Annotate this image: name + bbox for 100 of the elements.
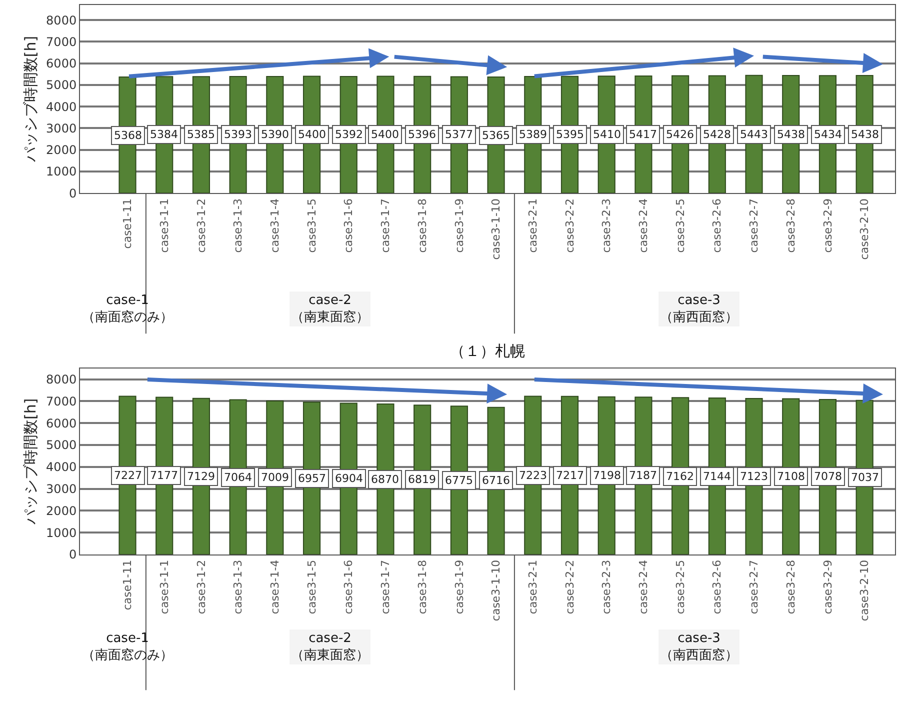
data-label: 5443: [740, 128, 768, 141]
y-tick-label: 5000: [46, 438, 77, 452]
y-tick-label: 0: [68, 186, 77, 200]
data-label: 5395: [556, 128, 584, 141]
data-label: 6870: [371, 473, 399, 486]
y-tick-label: 8000: [46, 372, 77, 386]
data-label: 5396: [408, 128, 436, 141]
x-tick-label: case3-1-10: [490, 560, 503, 622]
data-label: 5389: [519, 128, 547, 141]
x-tick-label: case3-1-8: [416, 198, 429, 253]
x-tick-label: case3-1-7: [379, 198, 392, 253]
x-tick-label: case3-1-5: [305, 198, 318, 253]
data-label: 5434: [814, 128, 842, 141]
x-tick-label: case3-1-4: [268, 198, 282, 253]
data-label: 5368: [114, 129, 142, 142]
x-tick-label: case3-2-7: [748, 198, 761, 253]
text: （１）札幌: [450, 342, 525, 360]
text: case-3 （南西面窓）: [660, 631, 738, 663]
data-label: 5384: [150, 128, 178, 141]
data-label: 6819: [408, 473, 436, 486]
data-label: 5377: [445, 128, 473, 141]
text: case-2 （南東面窓）: [291, 293, 369, 325]
x-tick-label: case3-2-3: [600, 560, 614, 614]
data-label: 5392: [335, 128, 363, 141]
data-label: 7177: [150, 469, 178, 482]
data-label: 5438: [777, 128, 805, 141]
x-tick-label: case3-1-4: [268, 560, 282, 614]
x-tick-label: case3-1-3: [232, 560, 245, 614]
y-axis-title: パッシブ時間数[h]: [21, 36, 40, 164]
x-tick-label: case1-11: [121, 198, 134, 249]
y-tick-label: 6000: [46, 56, 77, 71]
data-label: 7123: [740, 470, 768, 483]
data-label: 7144: [703, 470, 731, 483]
x-tick-label: case3-1-1: [158, 198, 171, 253]
data-label: 7037: [851, 471, 879, 484]
data-label: 6716: [482, 474, 510, 487]
x-tick-label: case3-2-6: [710, 560, 724, 614]
data-label: 7198: [593, 469, 621, 482]
data-label: 5410: [593, 128, 621, 141]
data-label: 5400: [371, 128, 399, 141]
x-tick-label: case3-2-8: [784, 560, 798, 614]
x-tick-label: case3-1-6: [342, 560, 356, 614]
x-tick-label: case3-1-9: [452, 560, 466, 614]
y-tick-label: 3000: [46, 121, 77, 136]
data-label: 5390: [261, 128, 289, 141]
y-axis-title: パッシブ時間数[h]: [21, 398, 40, 526]
text: case-3 （南西面窓）: [660, 293, 738, 325]
data-label: 5385: [187, 128, 215, 141]
data-label: 5417: [629, 128, 657, 141]
x-tick-label: case3-2-4: [637, 560, 650, 614]
y-tick-label: 5000: [46, 78, 77, 92]
text: case-2 （南東面窓）: [291, 631, 369, 663]
x-tick-label: case3-1-6: [342, 198, 356, 253]
x-tick-label: case3-2-1: [526, 198, 540, 253]
x-tick-label: case3-1-9: [452, 198, 466, 253]
x-tick-label: case3-2-8: [784, 198, 798, 253]
x-tick-label: case3-1-5: [305, 560, 318, 614]
data-label: 5365: [482, 129, 510, 142]
x-tick-label: case3-2-5: [674, 560, 687, 614]
data-label: 7129: [187, 470, 215, 483]
x-tick-label: case3-1-1: [158, 560, 171, 614]
x-tick-label: case3-2-9: [821, 198, 834, 253]
x-tick-label: case3-2-2: [563, 198, 576, 253]
data-label: 5438: [851, 128, 879, 141]
x-tick-label: case3-2-9: [821, 560, 834, 614]
y-tick-label: 7000: [46, 394, 77, 408]
y-tick-label: 4000: [46, 100, 77, 114]
y-tick-label: 2000: [46, 143, 77, 158]
y-tick-label: 6000: [46, 416, 77, 430]
x-tick-label: case3-2-7: [748, 560, 761, 614]
x-tick-label: case3-1-7: [379, 560, 392, 614]
data-label: 7064: [224, 471, 252, 484]
y-tick-label: 0: [68, 548, 77, 562]
y-tick-label: 2000: [46, 504, 77, 518]
data-label: 7223: [519, 469, 547, 482]
data-label: 5393: [224, 128, 252, 141]
y-tick-label: 1000: [46, 526, 77, 540]
data-label: 7009: [261, 471, 289, 484]
y-tick-label: 4000: [46, 460, 77, 474]
data-label: 5400: [298, 128, 326, 141]
data-label: 6904: [335, 472, 363, 485]
x-tick-label: case3-2-10: [858, 198, 872, 260]
x-tick-label: case3-2-1: [526, 560, 540, 614]
data-label: 7187: [629, 469, 657, 482]
x-tick-label: case3-2-5: [674, 198, 687, 253]
x-tick-label: case3-2-3: [600, 198, 614, 253]
y-tick-label: 3000: [46, 482, 77, 496]
x-tick-label: case3-1-2: [194, 198, 208, 253]
data-label: 7108: [777, 470, 805, 483]
x-tick-label: case3-2-2: [563, 560, 576, 614]
data-label: 7227: [114, 469, 142, 482]
data-label: 7217: [556, 469, 584, 482]
y-tick-label: 1000: [46, 164, 77, 179]
data-label: 5428: [703, 128, 731, 141]
data-label: 5426: [666, 128, 694, 141]
x-tick-label: case3-1-3: [232, 198, 245, 253]
x-tick-label: case1-11: [121, 560, 134, 610]
x-tick-label: case3-1-2: [194, 560, 208, 614]
x-tick-label: case3-1-10: [490, 198, 503, 260]
data-label: 7162: [666, 470, 694, 483]
